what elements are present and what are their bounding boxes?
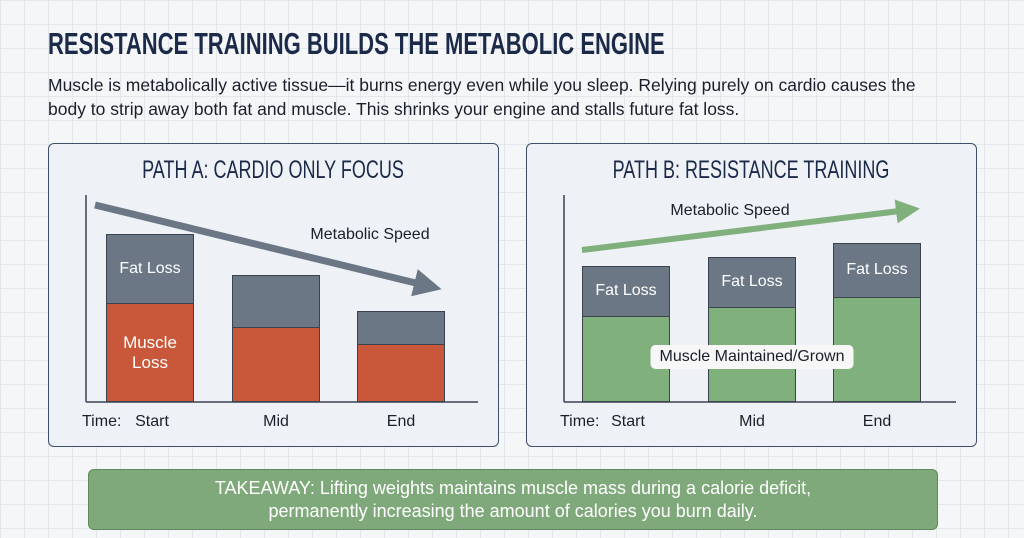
panel-title: PATH A: CARDIO ONLY FOCUS — [142, 156, 404, 184]
bar-segment — [357, 311, 445, 344]
annotation: Metabolic Speed — [310, 226, 430, 243]
trend-arrow — [94, 201, 442, 297]
x-tick-label: End — [386, 413, 416, 430]
annotation: Metabolic Speed — [670, 202, 790, 219]
x-tick-label: End — [862, 413, 892, 430]
segment-label: Muscle Loss — [123, 332, 177, 372]
x-tick-label: Mid — [739, 413, 765, 430]
segment-label: Fat Loss — [846, 261, 908, 278]
bar-segment — [582, 266, 670, 316]
intro: Muscle is metabolically active tissue—it… — [48, 75, 916, 119]
bar-segment — [232, 275, 320, 327]
segment-label: Fat Loss — [721, 273, 783, 290]
trend-arrow — [581, 199, 920, 253]
x-tick-label: Mid — [263, 413, 289, 430]
bar-segment — [582, 316, 670, 402]
bar-segment — [833, 243, 921, 297]
segment-label: Fat Loss — [595, 282, 657, 299]
bar-segment — [232, 327, 320, 402]
bar-segment — [357, 344, 445, 402]
takeaway-box: TAKEAWAY: Lifting weights maintains musc… — [88, 469, 938, 530]
takeaway: TAKEAWAY: Lifting weights maintains musc… — [214, 477, 812, 521]
panel-title: PATH B: RESISTANCE TRAINING — [612, 156, 890, 184]
bar-segment — [106, 234, 194, 303]
x-tick-label: Start — [135, 413, 169, 430]
x-axis-label: Time: — [560, 413, 600, 430]
bar-segment — [708, 257, 796, 307]
x-tick-label: Start — [611, 413, 645, 430]
segment-label: Fat Loss — [119, 259, 181, 277]
bar-segment — [106, 303, 194, 402]
x-axis-label: Time: — [82, 413, 122, 430]
series-label: Muscle Maintained/Grown — [650, 345, 854, 369]
title: RESISTANCE TRAINING BUILDS THE METABOLIC… — [48, 26, 665, 61]
